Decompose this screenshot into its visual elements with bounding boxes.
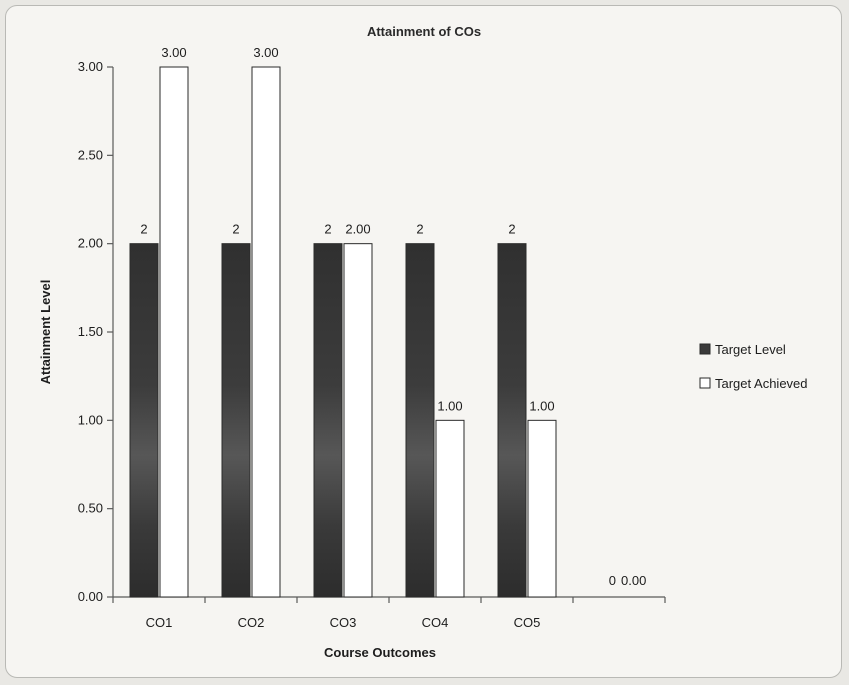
y-tick-label: 3.00 <box>78 59 103 74</box>
data-label: 2 <box>140 222 147 237</box>
bar-target-achieved <box>159 66 189 598</box>
data-label: 2 <box>508 222 515 237</box>
y-tick-label: 1.50 <box>78 324 103 339</box>
x-category-label: CO2 <box>238 615 265 630</box>
x-category-label: CO4 <box>422 615 449 630</box>
y-tick-label: 0.50 <box>78 501 103 516</box>
legend-label: Target Achieved <box>715 376 808 391</box>
legend-swatch <box>699 377 711 389</box>
bar-target-achieved <box>435 419 465 598</box>
data-label: 1.00 <box>437 398 462 413</box>
data-label: 0.00 <box>621 573 646 588</box>
data-label: 2 <box>232 222 239 237</box>
bar-target-achieved <box>251 66 281 598</box>
data-label: 2 <box>416 222 423 237</box>
data-label: 1.00 <box>529 398 554 413</box>
bar-target-level <box>405 243 435 598</box>
bar-target-level <box>497 243 527 598</box>
bar-target-achieved <box>527 419 557 598</box>
data-label: 2 <box>324 222 331 237</box>
data-label: 3.00 <box>253 45 278 60</box>
bar-target-level <box>313 243 343 598</box>
bar-target-achieved <box>343 243 373 598</box>
x-category-label: CO3 <box>330 615 357 630</box>
x-category-label: CO1 <box>146 615 173 630</box>
y-tick-label: 1.00 <box>78 412 103 427</box>
legend-swatch <box>699 343 711 355</box>
bar-target-level <box>129 243 159 598</box>
legend: Target Level Target Achieved <box>699 342 808 391</box>
data-label: 0 <box>609 573 616 588</box>
y-tick-label: 2.00 <box>78 236 103 251</box>
bar-target-level <box>221 243 251 598</box>
data-label: 3.00 <box>161 45 186 60</box>
legend-label: Target Level <box>715 342 786 357</box>
y-tick-label: 2.50 <box>78 147 103 162</box>
x-category-label: CO5 <box>514 615 541 630</box>
x-axis-title: Course Outcomes <box>324 645 436 660</box>
y-axis-title: Attainment Level <box>38 280 53 385</box>
y-tick-label: 0.00 <box>78 589 103 604</box>
chart-title: Attainment of COs <box>367 24 481 39</box>
data-label: 2.00 <box>345 222 370 237</box>
